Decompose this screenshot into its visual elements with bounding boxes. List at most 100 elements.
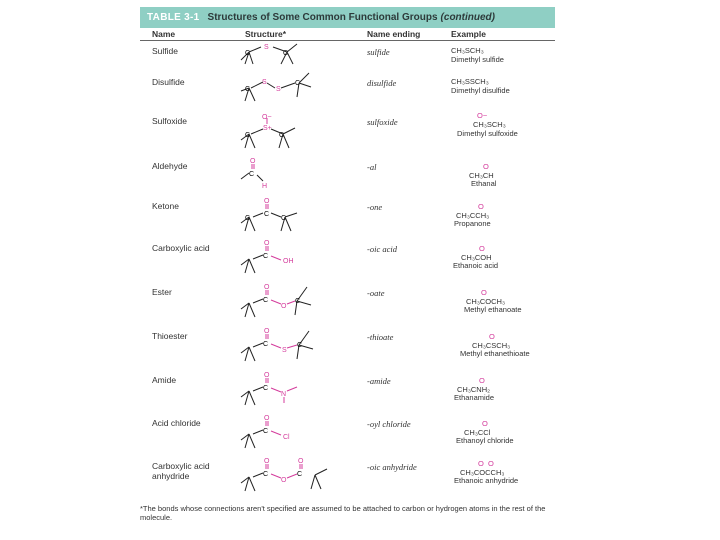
example-formula: CH₃COCH₃ bbox=[466, 296, 506, 306]
name-ending: -al bbox=[367, 162, 377, 172]
group-name: Sulfide bbox=[152, 46, 178, 56]
column-header-name: Name bbox=[152, 29, 176, 39]
atom-label: C bbox=[263, 297, 268, 304]
acid-chloride-structure-icon: O C Cl bbox=[240, 415, 290, 449]
column-headers: Name Structure* Name ending Example bbox=[140, 28, 555, 41]
ketone-structure-icon: O C C C bbox=[240, 198, 298, 232]
group-name: Carboxylic acid bbox=[152, 243, 210, 253]
table-footnote: *The bonds whose connections aren't spec… bbox=[140, 504, 546, 522]
atom-label: H bbox=[262, 183, 267, 190]
thioester-structure-icon: O C S C bbox=[240, 328, 314, 362]
example-formula: CH₃SCH₃ bbox=[451, 46, 484, 55]
example: CH₃SCH₃ Dimethyl sulfide bbox=[451, 46, 504, 64]
example-name: Methyl ethanethioate bbox=[460, 349, 530, 358]
example-oxygen: O bbox=[483, 162, 489, 171]
table-title: Structures of Some Common Functional Gro… bbox=[207, 12, 438, 23]
disulfide-structure-icon: C S S C bbox=[240, 72, 312, 102]
atom-label: O bbox=[264, 284, 270, 291]
atom-label: C bbox=[295, 80, 300, 87]
atom-label: O bbox=[298, 458, 304, 465]
example: CH₃SSCH₃ Dimethyl disulfide bbox=[451, 77, 510, 95]
atom-label: O bbox=[264, 415, 270, 422]
atom-label: C bbox=[245, 86, 250, 93]
name-ending: -oyl chloride bbox=[367, 419, 411, 429]
atom-label: C bbox=[279, 132, 284, 139]
aldehyde-structure-icon: O C H bbox=[240, 158, 267, 190]
atom-label: N bbox=[281, 391, 286, 398]
group-name: Ketone bbox=[152, 201, 179, 211]
name-ending: disulfide bbox=[367, 78, 397, 88]
atom-label: O bbox=[250, 158, 256, 165]
example-formula: CH₃CSCH₃ bbox=[472, 340, 511, 350]
group-name: Ester bbox=[152, 287, 172, 297]
name-ending: -thioate bbox=[367, 332, 394, 342]
example-name: Ethanoic acid bbox=[453, 261, 499, 270]
example-oxygen: O bbox=[478, 202, 484, 211]
atom-label: S bbox=[264, 44, 269, 51]
atom-label: S bbox=[282, 347, 287, 354]
example-oxygens: O O bbox=[458, 459, 518, 469]
name-ending: -oic acid bbox=[367, 244, 397, 254]
example: O CH₃CH Ethanal bbox=[469, 162, 497, 189]
example-name: Dimethyl sulfoxide bbox=[457, 129, 518, 138]
group-name: Sulfoxide bbox=[152, 116, 187, 126]
atom-label: C bbox=[245, 132, 250, 139]
example-name: Propanone bbox=[454, 219, 491, 228]
atom-label: O bbox=[281, 477, 287, 484]
carboxylic-acid-structure-icon: O C OH bbox=[240, 240, 294, 274]
example-oxygen: O bbox=[481, 288, 487, 297]
example-oxygen: O bbox=[479, 244, 485, 253]
table-continued: (continued) bbox=[440, 12, 495, 23]
anhydride-structure-icon: O O C O C bbox=[240, 458, 328, 492]
atom-label: S bbox=[276, 86, 281, 93]
example: O CH₃CCl Ethanoyl chloride bbox=[456, 419, 514, 446]
amide-structure-icon: O C N bbox=[240, 372, 298, 406]
atom-label: C bbox=[264, 211, 269, 218]
example-oxygen: O bbox=[488, 459, 494, 468]
atom-label: C bbox=[263, 385, 268, 392]
example: O CH₃CSCH₃ Methyl ethanethioate bbox=[460, 332, 530, 359]
atom-label: S bbox=[262, 79, 267, 86]
atom-label: C bbox=[283, 50, 288, 57]
example-oxygen: O bbox=[482, 419, 488, 428]
example-oxygen: O− bbox=[477, 111, 488, 120]
name-ending: -amide bbox=[367, 376, 391, 386]
example-oxygen: O bbox=[479, 376, 485, 385]
example-name: Ethanamide bbox=[454, 393, 495, 402]
column-header-name-ending: Name ending bbox=[367, 29, 421, 39]
atom-label: C bbox=[249, 171, 254, 178]
example-formula: CH₃COH bbox=[461, 252, 492, 262]
name-ending: sulfide bbox=[367, 47, 390, 57]
example-formula: CH₃COCCH₃ bbox=[460, 467, 505, 477]
sulfide-structure-icon: C S C bbox=[240, 43, 298, 65]
example-name: Ethanoic anhydride bbox=[454, 476, 519, 485]
ester-structure-icon: O C O C bbox=[240, 284, 312, 318]
group-name: Acid chloride bbox=[152, 418, 201, 428]
example-formula: CH₃CCH₃ bbox=[456, 210, 490, 220]
example: O CH₃COH Ethanoic acid bbox=[453, 244, 499, 271]
name-ending: -oic anhydride bbox=[367, 462, 417, 472]
atom-label: C bbox=[263, 428, 268, 435]
atom-label: C bbox=[263, 341, 268, 348]
atom-label: O− bbox=[262, 114, 272, 121]
atom-label: O bbox=[264, 240, 270, 247]
sulfoxide-structure-icon: O− S+ C C bbox=[240, 114, 296, 149]
group-name: Aldehyde bbox=[152, 161, 188, 171]
atom-label: O bbox=[264, 372, 270, 379]
name-ending: sulfoxide bbox=[367, 117, 398, 127]
group-name: Disulfide bbox=[152, 77, 185, 87]
example-oxygen: O bbox=[489, 332, 495, 341]
example: O O CH₃COCCH₃ Ethanoic anhydride bbox=[454, 459, 518, 486]
atom-label: C bbox=[245, 50, 250, 57]
atom-label: OH bbox=[283, 258, 294, 265]
example-name: Dimethyl sulfide bbox=[451, 54, 504, 64]
atom-label: C bbox=[281, 215, 286, 222]
example-name: Ethanal bbox=[471, 179, 497, 188]
column-header-structure: Structure* bbox=[245, 29, 287, 39]
atom-label: C bbox=[263, 471, 268, 478]
atom-label: Cl bbox=[283, 434, 290, 441]
example: O CH₃COCH₃ Methyl ethanoate bbox=[464, 288, 522, 315]
example-name: Ethanoyl chloride bbox=[456, 436, 514, 445]
table-number: TABLE 3-1 bbox=[147, 12, 200, 23]
